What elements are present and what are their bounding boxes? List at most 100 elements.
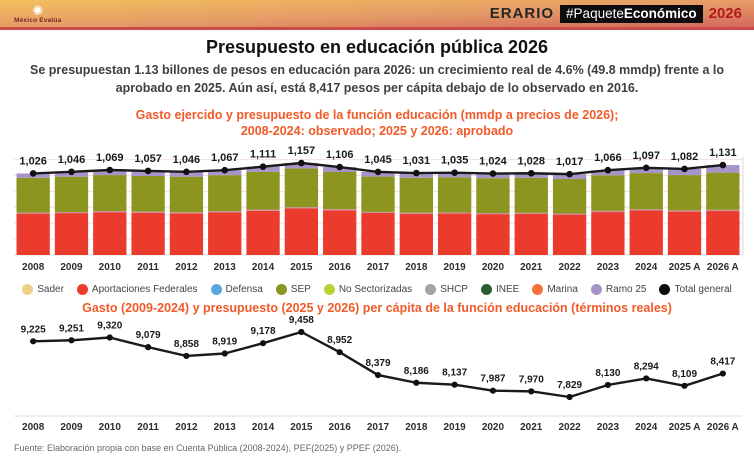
legend-swatch-marina-icon	[532, 284, 544, 295]
brand-hashtag: #PaqueteEconómico	[560, 4, 703, 23]
svg-text:2013: 2013	[214, 262, 237, 273]
brand-erario: ERARIO	[489, 5, 555, 22]
svg-text:8,137: 8,137	[442, 368, 467, 379]
mexico-evalua-logo: ✺ México Evalúa	[14, 4, 61, 25]
svg-text:2017: 2017	[367, 422, 390, 433]
svg-text:1,017: 1,017	[556, 156, 584, 168]
svg-text:2020: 2020	[482, 262, 505, 273]
svg-text:9,458: 9,458	[289, 316, 314, 326]
svg-text:2023: 2023	[597, 422, 620, 433]
bar-chart-title-line2: 2008-2024: observado; 2025 y 2026: aprob…	[240, 124, 514, 138]
brand-hashtag-bold: Económico	[623, 5, 697, 21]
legend-swatch-sep-icon	[275, 284, 287, 295]
svg-text:2015: 2015	[290, 422, 313, 433]
svg-text:9,178: 9,178	[251, 326, 276, 337]
svg-text:1,067: 1,067	[211, 152, 239, 164]
logo-text: México Evalúa	[14, 16, 62, 24]
legend-label: Sader	[37, 284, 64, 295]
stacked-bar-chart: 1,026 2008 1,046 2009 1,069 2010 1,057 2011 1,04…	[14, 145, 744, 273]
svg-text:1,046: 1,046	[173, 154, 201, 166]
legend-swatch-sader-icon	[22, 284, 34, 295]
starburst-icon: ✺	[32, 2, 44, 18]
svg-text:2016: 2016	[329, 262, 352, 273]
legend-swatch-defensa-icon	[210, 284, 222, 295]
svg-text:7,829: 7,829	[557, 380, 582, 391]
legend-label: SEP	[290, 284, 311, 295]
legend-item-total-general: Total general	[659, 284, 732, 295]
per-capita-line-chart: 9,225 2008 9,251 2009 9,320 2010 9,079 2011 8,85…	[14, 316, 742, 433]
svg-text:1,106: 1,106	[326, 149, 354, 161]
svg-text:2025 A: 2025 A	[669, 422, 701, 433]
legend-label: Total general	[674, 284, 732, 295]
svg-text:1,045: 1,045	[364, 154, 392, 166]
legend-item-shcp: SHCP	[425, 284, 468, 295]
svg-text:8,417: 8,417	[710, 357, 735, 368]
svg-text:2011: 2011	[137, 262, 159, 273]
legend-swatch-no-sectorizadas-icon	[323, 284, 335, 295]
header: ✺ México Evalúa ERARIO #PaqueteEconómico…	[0, 0, 754, 30]
svg-text:8,919: 8,919	[212, 337, 237, 348]
legend-swatch-inee-icon	[480, 284, 492, 295]
legend-swatch-aportaciones-federales-icon	[76, 284, 88, 295]
bar-chart-title-line1: Gasto ejercido y presupuesto de la funci…	[135, 108, 619, 122]
svg-text:2022: 2022	[558, 262, 581, 273]
svg-text:8,186: 8,186	[404, 366, 429, 377]
svg-text:2012: 2012	[175, 262, 198, 273]
svg-text:2019: 2019	[444, 422, 467, 433]
svg-text:2018: 2018	[405, 262, 428, 273]
svg-text:1,026: 1,026	[19, 155, 47, 167]
legend: Sader Aportaciones Federales Defensa SEP No …	[0, 284, 754, 295]
svg-text:1,024: 1,024	[479, 156, 507, 168]
svg-text:2009: 2009	[60, 262, 83, 273]
svg-text:2009: 2009	[60, 422, 83, 433]
legend-item-ramo-25: Ramo 25	[590, 284, 646, 295]
legend-label: No Sectorizadas	[338, 284, 413, 295]
svg-text:2008: 2008	[22, 422, 45, 433]
legend-label: Marina	[547, 284, 578, 295]
svg-text:2021: 2021	[520, 262, 543, 273]
legend-item-sader: Sader	[22, 284, 64, 295]
svg-text:2018: 2018	[405, 422, 428, 433]
svg-text:1,069: 1,069	[96, 152, 124, 164]
svg-text:2013: 2013	[214, 422, 237, 433]
legend-item-aportaciones-federales: Aportaciones Federales	[76, 284, 198, 295]
svg-text:2014: 2014	[252, 262, 275, 273]
svg-text:2008: 2008	[22, 262, 45, 273]
svg-text:2020: 2020	[482, 422, 505, 433]
line-chart-title-line1: Gasto (2009-2024) y presupuesto (2025 y …	[82, 301, 672, 315]
svg-text:9,251: 9,251	[59, 323, 84, 334]
svg-text:2012: 2012	[175, 422, 198, 433]
legend-swatch-shcp-icon	[425, 284, 437, 295]
legend-label: Defensa	[225, 284, 263, 295]
svg-text:7,970: 7,970	[519, 374, 544, 385]
svg-text:2011: 2011	[137, 422, 159, 433]
svg-text:2025 A: 2025 A	[669, 262, 701, 273]
svg-text:1,046: 1,046	[58, 154, 86, 166]
svg-text:9,225: 9,225	[21, 324, 46, 335]
brand-year: 2026	[708, 5, 742, 22]
legend-label: INEE	[495, 284, 520, 295]
svg-text:8,952: 8,952	[327, 335, 352, 346]
subtitle: Se presupuestan 1.13 billones de pesos e…	[30, 63, 724, 95]
svg-text:8,109: 8,109	[672, 369, 697, 380]
svg-text:2010: 2010	[99, 422, 122, 433]
page-title: Presupuesto en educación pública 2026	[205, 37, 549, 57]
svg-text:1,082: 1,082	[671, 151, 699, 163]
svg-text:2022: 2022	[558, 422, 581, 433]
svg-text:2021: 2021	[520, 422, 543, 433]
svg-text:2024: 2024	[635, 422, 658, 433]
legend-item-no-sectorizadas: No Sectorizadas	[323, 284, 413, 295]
svg-text:7,987: 7,987	[480, 374, 505, 385]
line-chart-title: Gasto (2009-2024) y presupuesto (2025 y …	[0, 300, 754, 316]
svg-text:1,097: 1,097	[632, 150, 660, 162]
svg-text:8,858: 8,858	[174, 339, 199, 350]
legend-item-sep: SEP	[275, 284, 311, 295]
source-note: Fuente: Elaboración propia con base en C…	[14, 443, 402, 453]
legend-item-defensa: Defensa	[210, 284, 263, 295]
svg-text:2015: 2015	[290, 262, 313, 273]
svg-text:1,111: 1,111	[250, 149, 276, 161]
svg-text:1,035: 1,035	[441, 155, 469, 167]
svg-text:2010: 2010	[99, 262, 122, 273]
svg-text:1,157: 1,157	[288, 145, 316, 157]
svg-text:2026 A: 2026 A	[707, 422, 739, 433]
